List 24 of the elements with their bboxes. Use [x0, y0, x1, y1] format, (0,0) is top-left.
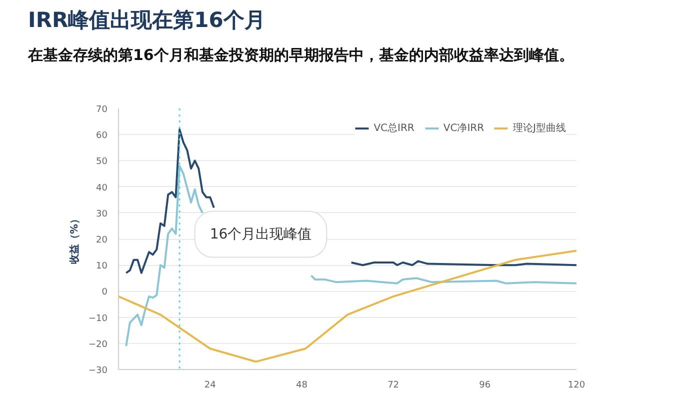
y-tick-label: −30: [88, 366, 108, 376]
chart-subtitle: 在基金存续的第16个月和基金投资期的早期报告中，基金的内部收益率达到峰值。: [28, 45, 574, 66]
legend-label: VC净IRR: [443, 122, 484, 135]
y-tick-label: −10: [88, 314, 108, 324]
chart-title: IRR峰值出现在第16个月: [28, 7, 266, 34]
y-tick-label: 10: [96, 262, 108, 272]
y-tick-label: 50: [96, 157, 108, 168]
annotation: 16个月出现峰值: [210, 226, 312, 242]
y-tick-label: 70: [96, 105, 108, 115]
y-tick-label: 30: [96, 209, 108, 220]
y-tick-label: 0: [102, 288, 108, 298]
y-tick-label: −20: [88, 340, 108, 350]
x-tick-label: 96: [479, 380, 491, 390]
y-tick-label: 40: [96, 183, 108, 194]
x-tick-label: 72: [388, 380, 400, 390]
legend-label: VC总IRR: [374, 122, 414, 135]
y-tick-label: 20: [96, 236, 108, 246]
legend-label: 理论J型曲线: [513, 122, 566, 135]
y-axis-title: 收益（%）: [68, 214, 81, 264]
line-series: [118, 250, 576, 363]
x-tick-label: 48: [296, 380, 308, 390]
x-tick-label: 120: [568, 380, 586, 390]
x-tick-label: 24: [204, 380, 216, 390]
y-tick-label: 60: [96, 131, 108, 142]
